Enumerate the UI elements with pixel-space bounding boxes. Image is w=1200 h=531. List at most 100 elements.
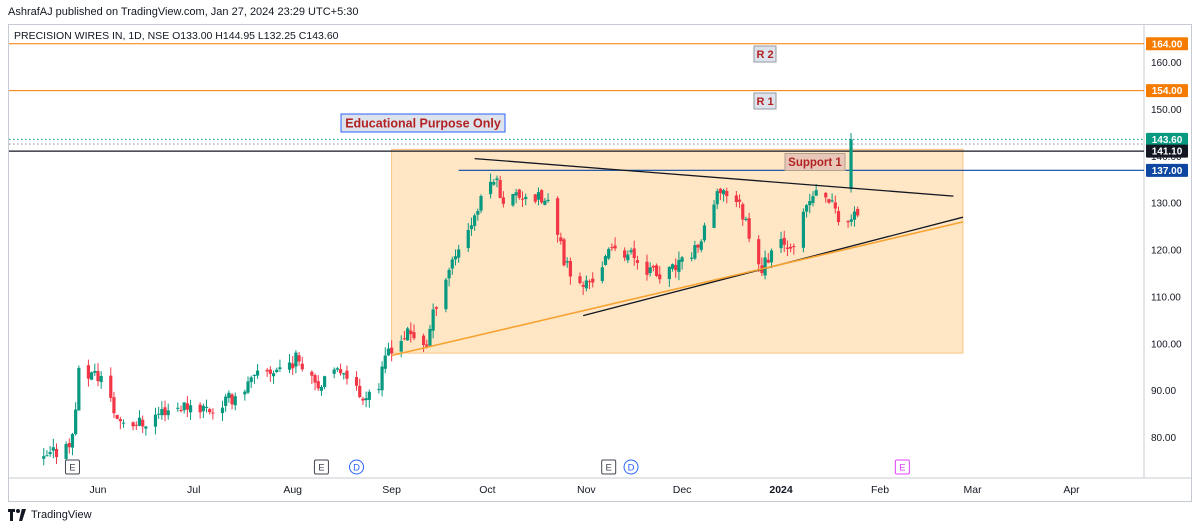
candle[interactable] <box>674 264 678 271</box>
candle[interactable] <box>741 204 745 220</box>
candle[interactable] <box>345 370 349 379</box>
candle[interactable] <box>287 362 292 370</box>
candle[interactable] <box>457 249 461 258</box>
candle[interactable] <box>428 328 432 346</box>
candle[interactable] <box>744 218 748 220</box>
candle[interactable] <box>361 398 365 401</box>
candle[interactable] <box>383 355 387 369</box>
candle[interactable] <box>578 276 582 284</box>
candle[interactable] <box>514 192 518 196</box>
candle[interactable] <box>176 407 180 409</box>
candle[interactable] <box>86 365 91 379</box>
candle[interactable] <box>204 406 209 408</box>
earnings-marker[interactable] <box>601 459 617 475</box>
candle[interactable] <box>495 178 499 181</box>
candle[interactable] <box>658 274 662 280</box>
candle[interactable] <box>144 426 148 429</box>
candle[interactable] <box>297 355 301 362</box>
candle[interactable] <box>693 245 697 259</box>
candle[interactable] <box>153 414 158 427</box>
candle[interactable] <box>166 410 170 416</box>
candle[interactable] <box>712 204 716 228</box>
candle[interactable] <box>99 376 103 383</box>
candle[interactable] <box>648 267 652 274</box>
candle[interactable] <box>121 422 126 424</box>
candle[interactable] <box>824 192 828 198</box>
candle[interactable] <box>268 369 272 374</box>
candle[interactable] <box>342 373 346 375</box>
candle[interactable] <box>476 210 480 215</box>
candle[interactable] <box>699 241 703 250</box>
candle[interactable] <box>233 396 237 406</box>
candle[interactable] <box>338 369 343 374</box>
candle[interactable] <box>801 211 805 248</box>
candle[interactable] <box>109 375 113 398</box>
candle[interactable] <box>466 229 470 249</box>
candle[interactable] <box>42 456 46 459</box>
candle[interactable] <box>808 200 812 206</box>
candle[interactable] <box>565 261 569 263</box>
candle[interactable] <box>568 260 572 277</box>
candle[interactable] <box>453 256 458 260</box>
candle[interactable] <box>715 191 719 205</box>
candle[interactable] <box>690 257 694 259</box>
candle[interactable] <box>667 266 671 279</box>
candle[interactable] <box>613 245 617 249</box>
candle[interactable] <box>469 225 474 230</box>
candle[interactable] <box>734 195 738 203</box>
candle[interactable] <box>607 248 611 259</box>
earnings-marker[interactable] <box>894 459 910 475</box>
candle[interactable] <box>498 179 502 198</box>
candle[interactable] <box>431 309 435 331</box>
candle[interactable] <box>785 247 790 249</box>
candle[interactable] <box>406 328 410 341</box>
candle[interactable] <box>556 198 560 235</box>
candle[interactable] <box>852 211 857 220</box>
candle[interactable] <box>543 200 547 205</box>
candle[interactable] <box>265 369 269 372</box>
candle[interactable] <box>757 239 761 265</box>
candle[interactable] <box>747 218 751 239</box>
candle[interactable] <box>358 385 362 397</box>
candle[interactable] <box>546 199 550 202</box>
candle[interactable] <box>811 196 815 203</box>
candle[interactable] <box>849 219 853 222</box>
candle[interactable] <box>179 410 183 412</box>
candle[interactable] <box>93 370 97 373</box>
candle[interactable] <box>836 211 841 223</box>
candle[interactable] <box>450 259 454 269</box>
candle[interactable] <box>670 264 675 269</box>
candle[interactable] <box>651 265 655 268</box>
candle[interactable] <box>48 452 52 455</box>
candle[interactable] <box>390 347 394 354</box>
candle[interactable] <box>562 239 566 266</box>
candle[interactable] <box>635 260 640 263</box>
candle[interactable] <box>517 189 521 198</box>
candle[interactable] <box>610 247 614 249</box>
candle[interactable] <box>412 332 416 339</box>
candle[interactable] <box>224 396 228 406</box>
candle[interactable] <box>354 377 359 386</box>
earnings-marker[interactable] <box>313 459 329 475</box>
candle[interactable] <box>540 190 544 203</box>
candle[interactable] <box>188 405 193 413</box>
candle[interactable] <box>380 366 384 391</box>
candle[interactable] <box>591 278 595 283</box>
candle[interactable] <box>335 368 339 370</box>
candle[interactable] <box>814 190 818 196</box>
candle[interactable] <box>789 246 793 249</box>
candle[interactable] <box>249 377 253 383</box>
candle[interactable] <box>696 244 700 248</box>
candle[interactable] <box>364 398 368 401</box>
candle[interactable] <box>211 412 215 414</box>
candle[interactable] <box>559 237 563 242</box>
candle[interactable] <box>45 455 49 457</box>
candle[interactable] <box>782 237 786 245</box>
candle[interactable] <box>243 391 247 395</box>
candle[interactable] <box>160 409 164 416</box>
candle[interactable] <box>444 279 448 310</box>
candle[interactable] <box>677 259 681 272</box>
candle[interactable] <box>137 417 142 426</box>
candle[interactable] <box>131 422 135 427</box>
